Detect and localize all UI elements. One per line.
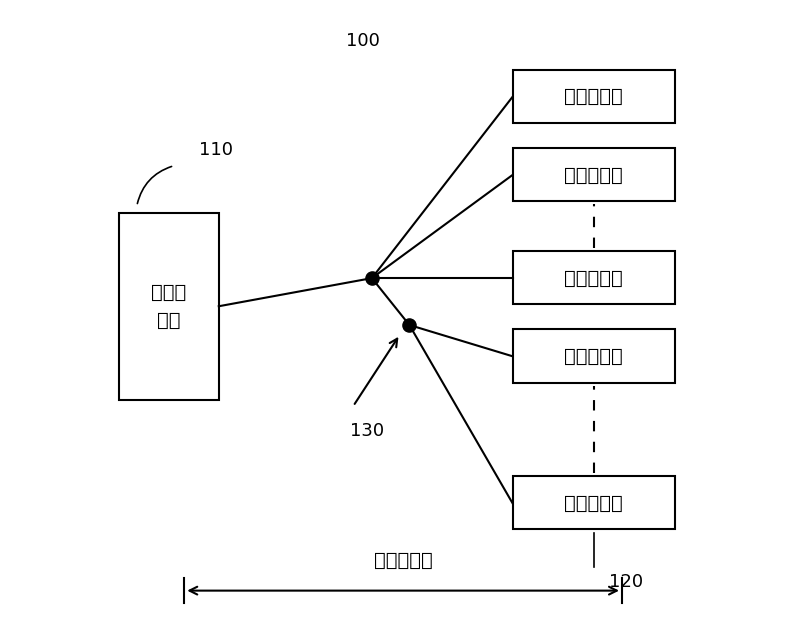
Text: 110: 110 xyxy=(199,141,234,159)
Bar xyxy=(513,251,675,304)
Text: 光网络单元: 光网络单元 xyxy=(564,269,623,288)
Text: 光分配网络: 光分配网络 xyxy=(374,551,433,570)
Text: 光网络单元: 光网络单元 xyxy=(564,88,623,106)
Bar xyxy=(513,329,675,382)
Point xyxy=(366,273,378,283)
Bar xyxy=(513,70,675,123)
Text: 100: 100 xyxy=(346,32,379,49)
Text: 120: 120 xyxy=(610,573,643,591)
Point xyxy=(403,320,416,330)
Text: 光网络单元: 光网络单元 xyxy=(564,494,623,512)
Bar xyxy=(118,213,218,400)
Text: 130: 130 xyxy=(350,422,384,440)
Text: 光网络单元: 光网络单元 xyxy=(564,166,623,184)
Text: 光网络单元: 光网络单元 xyxy=(564,347,623,366)
Bar xyxy=(513,476,675,529)
Text: 光线路
终端: 光线路 终端 xyxy=(151,282,186,330)
Bar xyxy=(513,148,675,201)
